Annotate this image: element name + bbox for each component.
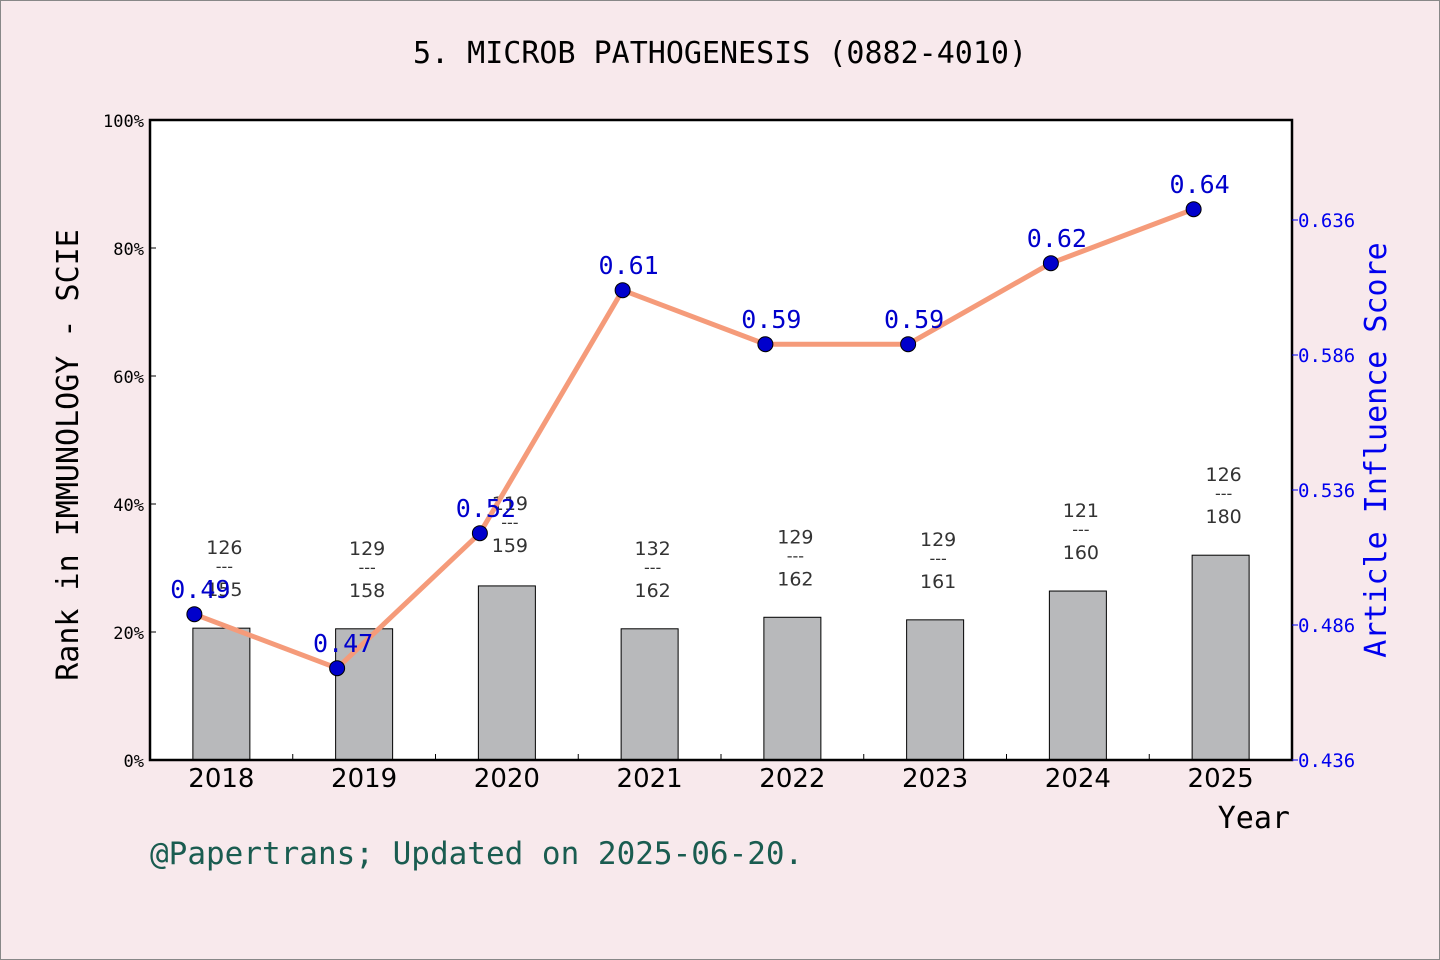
rank-label: 129 <box>349 538 385 560</box>
right-tick-label: 0.486 <box>1298 615 1355 637</box>
svg-text:---: --- <box>929 549 946 568</box>
right-tick-label: 0.636 <box>1298 210 1355 232</box>
svg-text:162: 162 <box>634 580 670 602</box>
rank-bar <box>763 616 822 761</box>
influence-label: 0.47 <box>313 629 373 658</box>
svg-text:162: 162 <box>777 568 813 590</box>
rank-bar <box>906 619 965 761</box>
influence-point <box>1042 255 1059 272</box>
left-tick-label: 0% <box>124 752 144 772</box>
rank-label: 129 <box>920 529 956 551</box>
left-tick-label: 100% <box>103 112 144 132</box>
rank-label: 126 <box>206 537 242 559</box>
svg-text:---: --- <box>1072 520 1089 539</box>
left-tick-label: 80% <box>113 240 144 260</box>
rank-bar <box>335 628 394 761</box>
influence-label: 0.59 <box>741 305 801 334</box>
influence-point <box>471 525 488 542</box>
influence-label: 0.49 <box>170 575 230 604</box>
rank-bar <box>1048 590 1107 761</box>
left-tick-label: 20% <box>113 624 144 644</box>
rank-bar <box>1191 554 1250 761</box>
x-tick-label: 2022 <box>759 764 825 794</box>
influence-point <box>329 660 346 677</box>
influence-point <box>757 336 774 353</box>
right-tick-label: 0.586 <box>1298 345 1355 367</box>
svg-text:---: --- <box>787 546 804 565</box>
right-axis-label: Article Influence Score <box>1359 242 1394 657</box>
influence-label: 0.62 <box>1027 224 1087 253</box>
x-axis-label: Year <box>1218 801 1290 836</box>
left-axis-label: Rank in IMMUNOLOGY - SCIE <box>51 229 86 681</box>
right-tick-label: 0.436 <box>1298 750 1355 772</box>
x-tick-label: 2021 <box>617 764 683 794</box>
chart-title: 5. MICROB PATHOGENESIS (0882-4010) <box>412 36 1028 71</box>
svg-text:158: 158 <box>349 580 385 602</box>
rank-label: 129 <box>777 526 813 548</box>
footer-note: @Papertrans; Updated on 2025-06-20. <box>150 836 804 872</box>
influence-point <box>900 336 917 353</box>
rank-bar <box>620 628 679 761</box>
x-tick-label: 2024 <box>1045 764 1111 794</box>
svg-text:---: --- <box>501 513 518 532</box>
x-tick-label: 2019 <box>331 764 397 794</box>
rank-label: 121 <box>1063 500 1099 522</box>
x-tick-label: 2020 <box>474 764 540 794</box>
influence-line <box>193 206 1195 671</box>
rank-label: 132 <box>634 538 670 560</box>
svg-text:161: 161 <box>920 571 956 593</box>
x-tick-label: 2025 <box>1188 764 1254 794</box>
svg-text:---: --- <box>358 558 375 577</box>
svg-text:180: 180 <box>1205 506 1241 528</box>
x-tick-label: 2023 <box>902 764 968 794</box>
rank-bar <box>192 627 251 761</box>
influence-point <box>614 282 631 299</box>
svg-text:---: --- <box>216 557 233 576</box>
influence-label: 0.52 <box>456 494 516 523</box>
left-tick-label: 60% <box>113 368 144 388</box>
x-tick-label: 2018 <box>188 764 254 794</box>
svg-text:---: --- <box>1215 484 1232 503</box>
svg-text:---: --- <box>644 558 661 577</box>
svg-text:159: 159 <box>492 535 528 557</box>
right-tick-label: 0.536 <box>1298 480 1355 502</box>
svg-text:160: 160 <box>1063 542 1099 564</box>
svg-text:155: 155 <box>206 579 242 601</box>
influence-label: 0.64 <box>1170 170 1230 199</box>
influence-label: 0.61 <box>599 251 659 280</box>
influence-point <box>1185 201 1202 218</box>
rank-label: 126 <box>1205 464 1241 486</box>
influence-label: 0.59 <box>884 305 944 334</box>
rank-bar <box>477 585 536 761</box>
influence-point <box>186 606 203 623</box>
left-tick-label: 40% <box>113 496 144 516</box>
